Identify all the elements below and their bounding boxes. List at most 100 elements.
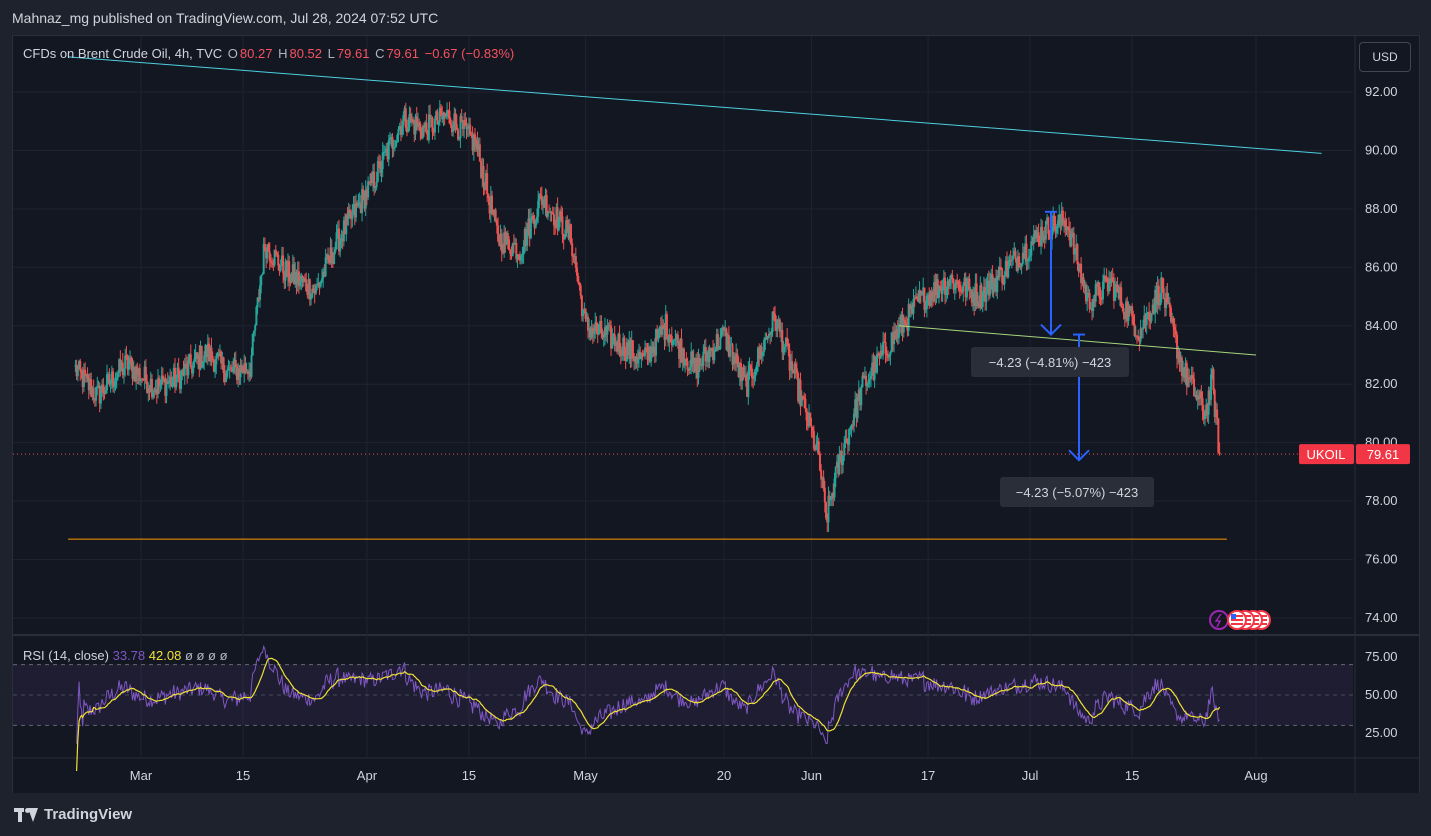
candle-body bbox=[735, 353, 738, 364]
candle-body bbox=[969, 289, 972, 291]
candle-body bbox=[458, 138, 461, 140]
candle-body bbox=[1026, 259, 1029, 262]
candle-body bbox=[714, 349, 717, 351]
candle-body bbox=[1111, 277, 1114, 282]
candle-body bbox=[1179, 357, 1182, 362]
candle-body bbox=[878, 355, 881, 359]
candle-body bbox=[322, 271, 325, 279]
candle-body bbox=[556, 207, 559, 231]
candle-body bbox=[551, 212, 554, 215]
candle-body bbox=[726, 335, 729, 350]
footer-bar: TradingView bbox=[0, 793, 1431, 836]
candle-body bbox=[629, 340, 632, 359]
candle-body bbox=[1161, 277, 1164, 289]
candle-body bbox=[314, 285, 317, 294]
candle-body bbox=[1046, 217, 1049, 222]
candle-body bbox=[1143, 315, 1146, 329]
candle-body bbox=[1157, 285, 1160, 306]
candle-body bbox=[917, 298, 920, 303]
chart-svg[interactable]: 92.0090.0088.0086.0084.0082.0080.0078.00… bbox=[13, 36, 1419, 793]
candle-body bbox=[1137, 335, 1140, 339]
candle-body bbox=[865, 375, 868, 387]
candle-body bbox=[1071, 232, 1074, 235]
candle-body bbox=[510, 253, 513, 257]
measure-label-1-bg bbox=[971, 347, 1129, 377]
candle-body bbox=[723, 327, 726, 332]
candle-body bbox=[243, 363, 246, 374]
candle-body bbox=[1032, 234, 1035, 244]
candle-body bbox=[958, 284, 961, 290]
candle-body bbox=[984, 286, 987, 303]
candle-body bbox=[894, 331, 897, 339]
candle-body bbox=[454, 113, 457, 125]
candle-body bbox=[874, 356, 877, 373]
candle-body bbox=[1015, 259, 1018, 271]
candle-body bbox=[729, 344, 732, 357]
candle-body bbox=[682, 348, 685, 366]
candle-body bbox=[404, 108, 407, 128]
candle-body bbox=[1054, 226, 1057, 233]
candle-body bbox=[563, 236, 566, 240]
time-tick-label: Aug bbox=[1244, 768, 1267, 783]
candle-body bbox=[1099, 296, 1102, 300]
candle-body bbox=[323, 271, 326, 277]
candle-body bbox=[1182, 367, 1185, 377]
candle-body bbox=[911, 305, 914, 314]
rsi-label: RSI (14, close) bbox=[23, 648, 109, 663]
candle-body bbox=[1133, 323, 1136, 336]
candle-body bbox=[1120, 287, 1123, 307]
candle-body bbox=[962, 284, 965, 292]
candle-body bbox=[526, 232, 529, 246]
candle-body bbox=[234, 359, 237, 366]
candle-body bbox=[669, 334, 672, 337]
candle-body bbox=[165, 381, 168, 396]
us-flag-canton bbox=[1231, 614, 1236, 619]
candle-body bbox=[429, 114, 432, 119]
candle-body bbox=[177, 367, 180, 375]
candle-body bbox=[924, 309, 927, 311]
candle-body bbox=[412, 119, 415, 122]
candle-body bbox=[449, 123, 452, 126]
candle-body bbox=[710, 347, 713, 351]
candle-body bbox=[435, 111, 438, 120]
candle-body bbox=[499, 233, 502, 247]
candle-body bbox=[929, 291, 932, 306]
candle-body bbox=[986, 280, 989, 288]
candle-body bbox=[1188, 377, 1191, 379]
open-value: 80.27 bbox=[239, 46, 273, 61]
candle-body bbox=[893, 331, 896, 345]
currency-button[interactable]: USD bbox=[1359, 42, 1411, 72]
candle-body bbox=[232, 367, 235, 372]
candle-body bbox=[652, 346, 655, 354]
price-tick-label: 86.00 bbox=[1365, 259, 1398, 274]
us-flag-stripe bbox=[1231, 619, 1243, 621]
candle-body bbox=[512, 243, 515, 245]
candle-body bbox=[327, 254, 330, 261]
candle-body bbox=[1116, 284, 1119, 293]
candle-body bbox=[569, 224, 572, 244]
candle-body bbox=[357, 202, 360, 206]
tradingview-brand[interactable]: TradingView bbox=[14, 806, 132, 823]
candle-body bbox=[133, 367, 136, 382]
time-tick-label: Mar bbox=[130, 768, 153, 783]
candle-body bbox=[278, 265, 281, 271]
candle-body bbox=[1126, 301, 1129, 321]
candle-body bbox=[599, 320, 602, 325]
candle-body bbox=[685, 358, 688, 362]
candle-body bbox=[1218, 452, 1221, 455]
candle-body bbox=[201, 362, 204, 368]
candle-body bbox=[1037, 232, 1040, 243]
candle-body bbox=[200, 346, 203, 368]
candle-body bbox=[767, 333, 770, 337]
candle-body bbox=[215, 355, 218, 365]
candle-body bbox=[1148, 312, 1151, 321]
candle-body bbox=[635, 356, 638, 364]
candle-body bbox=[1112, 281, 1115, 301]
candle-body bbox=[1006, 260, 1009, 277]
candle-body bbox=[226, 370, 229, 377]
candle-body bbox=[269, 261, 272, 263]
candle-body bbox=[1040, 226, 1043, 246]
chart-frame[interactable]: 92.00 90.00 88.00 86.00 84.00 82.00 80.00 78.00… bbox=[12, 35, 1420, 794]
candle-body bbox=[838, 455, 841, 474]
candle-body bbox=[261, 273, 264, 276]
